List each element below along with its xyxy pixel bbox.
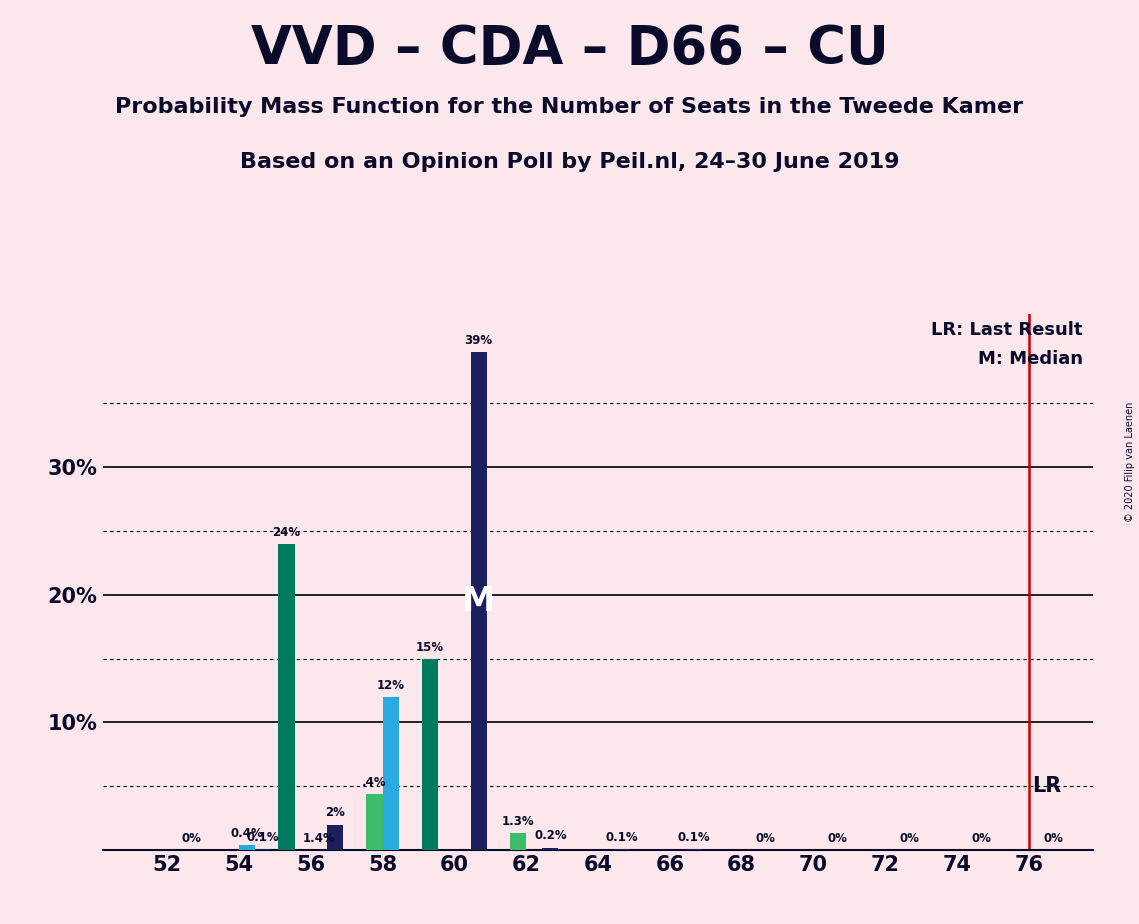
Text: 0.1%: 0.1% xyxy=(247,831,279,844)
Text: Based on an Opinion Poll by Peil.nl, 24–30 June 2019: Based on an Opinion Poll by Peil.nl, 24–… xyxy=(239,152,900,173)
Bar xyxy=(542,847,558,850)
Text: 24%: 24% xyxy=(272,526,301,539)
Bar xyxy=(278,544,295,850)
Bar xyxy=(510,833,526,850)
Text: LR: LR xyxy=(1032,776,1062,796)
Bar xyxy=(423,659,439,850)
Text: 1.4%: 1.4% xyxy=(303,832,335,845)
Bar xyxy=(614,849,630,850)
Text: 0.4%: 0.4% xyxy=(230,827,263,840)
Text: 0%: 0% xyxy=(972,832,991,845)
Text: 1.3%: 1.3% xyxy=(502,815,534,829)
Bar xyxy=(383,697,399,850)
Bar xyxy=(367,794,383,850)
Bar xyxy=(470,352,486,850)
Text: 0%: 0% xyxy=(181,832,202,845)
Bar xyxy=(239,845,255,850)
Bar xyxy=(686,849,702,850)
Text: 0.1%: 0.1% xyxy=(678,831,711,844)
Text: .4%: .4% xyxy=(362,776,387,789)
Text: 12%: 12% xyxy=(377,679,404,692)
Text: 0%: 0% xyxy=(756,832,776,845)
Text: Probability Mass Function for the Number of Seats in the Tweede Kamer: Probability Mass Function for the Number… xyxy=(115,97,1024,117)
Text: LR: Last Result: LR: Last Result xyxy=(932,321,1083,338)
Text: 0.1%: 0.1% xyxy=(606,831,639,844)
Text: 15%: 15% xyxy=(416,640,444,653)
Text: 0.2%: 0.2% xyxy=(534,830,567,843)
Text: 39%: 39% xyxy=(465,334,493,347)
Text: M: M xyxy=(462,585,495,618)
Text: 2%: 2% xyxy=(325,807,345,820)
Text: 0%: 0% xyxy=(828,832,847,845)
Text: © 2020 Filip van Laenen: © 2020 Filip van Laenen xyxy=(1125,402,1134,522)
Bar xyxy=(255,849,271,850)
Text: 0%: 0% xyxy=(1043,832,1063,845)
Bar xyxy=(327,824,343,850)
Text: VVD – CDA – D66 – CU: VVD – CDA – D66 – CU xyxy=(251,23,888,75)
Text: M: Median: M: Median xyxy=(977,350,1083,368)
Text: 0%: 0% xyxy=(900,832,919,845)
